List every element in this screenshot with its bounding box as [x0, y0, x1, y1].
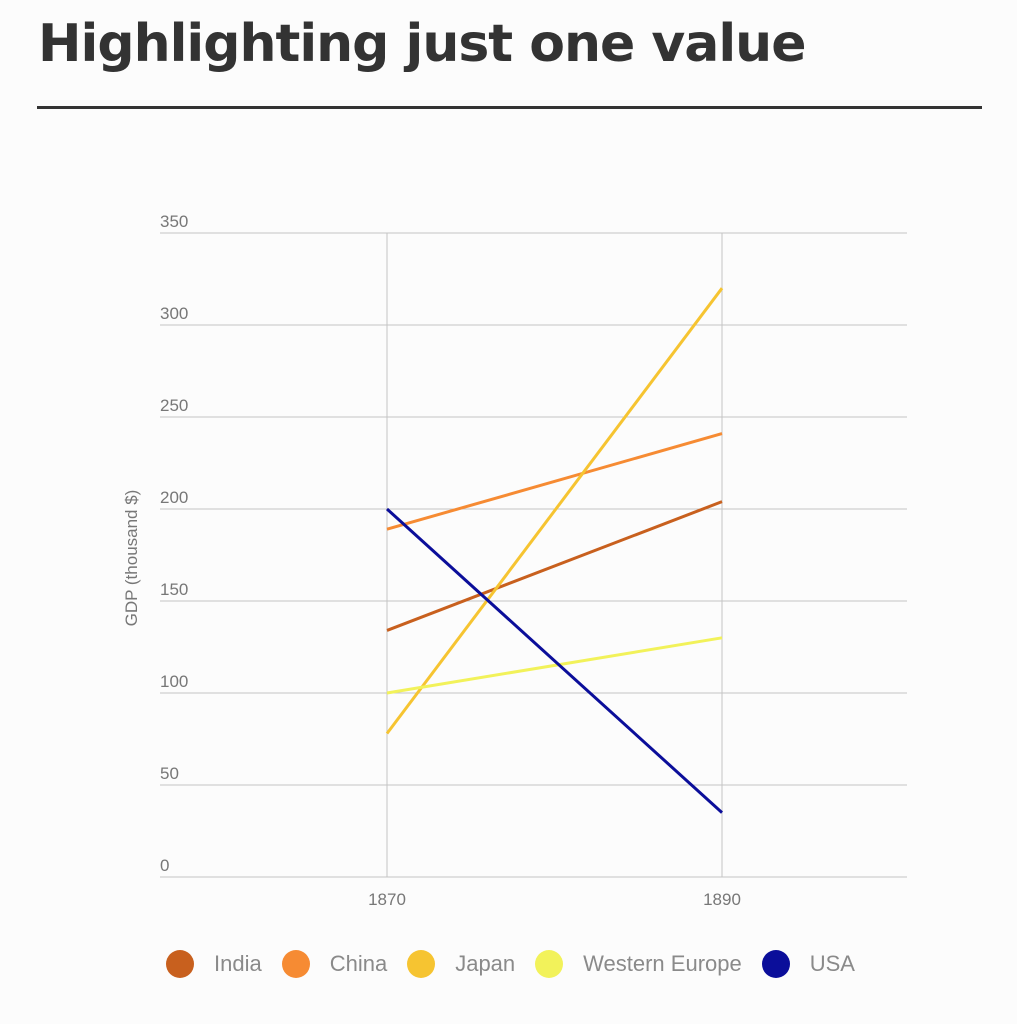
series-line-japan [385, 287, 724, 735]
x-tick-label: 1870 [368, 890, 406, 909]
y-axis-label: GDP (thousand $) [122, 490, 141, 627]
y-tick-label: 300 [160, 304, 188, 323]
legend-item-western-europe: Western Europe [535, 950, 742, 978]
y-tick-label: 350 [160, 212, 188, 231]
legend-label: India [214, 951, 262, 976]
legend-label: China [329, 951, 388, 976]
legend-item-china: China [281, 950, 388, 978]
grid-lines [160, 232, 907, 878]
legend-label: Western Europe [583, 951, 742, 976]
legend-item-india: India [166, 950, 262, 978]
y-tick-label: 150 [160, 580, 188, 599]
legend-label: Japan [455, 951, 516, 976]
y-tick-label: 50 [160, 764, 179, 783]
x-tick-label: 1890 [703, 890, 741, 909]
legend-item-japan: Japan [407, 950, 515, 978]
y-tick-labels: 0 50 100 150 200 250 300 350 [160, 212, 188, 875]
legend-swatch [166, 950, 194, 978]
series-line-western-europe [386, 636, 723, 695]
legend-swatch [761, 950, 790, 978]
legend: India China Japan Western Europe USA [166, 950, 875, 978]
legend-swatch [281, 950, 310, 978]
series-line-usa [385, 507, 724, 814]
legend-item-usa: USA [761, 950, 855, 978]
legend-swatch [535, 950, 564, 978]
series-lines [385, 287, 724, 814]
y-tick-label: 200 [160, 488, 188, 507]
page-title: Highlighting just one value [38, 14, 806, 74]
y-tick-label: 250 [160, 396, 188, 415]
series-line-india [386, 500, 723, 632]
title-divider [37, 106, 982, 109]
series-line-china [386, 432, 723, 531]
y-tick-label: 100 [160, 672, 188, 691]
y-tick-label: 0 [160, 856, 169, 875]
x-tick-labels: 1870 1890 [368, 890, 741, 909]
legend-swatch [407, 950, 436, 978]
line-chart: 0 50 100 150 200 250 300 350 1870 1890 GDP (thou… [122, 212, 907, 909]
legend-label: USA [809, 951, 855, 976]
